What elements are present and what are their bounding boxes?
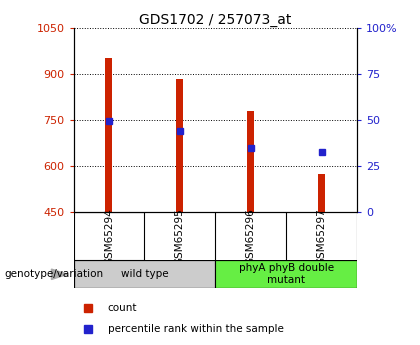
Text: GSM65294: GSM65294 (104, 208, 114, 265)
Text: GSM65296: GSM65296 (246, 208, 256, 265)
Text: count: count (108, 303, 137, 313)
Bar (318, 174, 325, 212)
FancyBboxPatch shape (215, 260, 357, 288)
Text: genotype/variation: genotype/variation (4, 269, 103, 279)
Text: percentile rank within the sample: percentile rank within the sample (108, 324, 284, 334)
Text: phyA phyB double
mutant: phyA phyB double mutant (239, 264, 333, 285)
Bar (247, 111, 254, 212)
Polygon shape (51, 269, 68, 279)
Bar (176, 79, 184, 212)
Bar (105, 58, 113, 212)
Text: wild type: wild type (121, 269, 168, 279)
Text: GSM65295: GSM65295 (175, 208, 185, 265)
Text: GSM65297: GSM65297 (317, 208, 327, 265)
Title: GDS1702 / 257073_at: GDS1702 / 257073_at (139, 12, 291, 27)
FancyBboxPatch shape (74, 260, 215, 288)
